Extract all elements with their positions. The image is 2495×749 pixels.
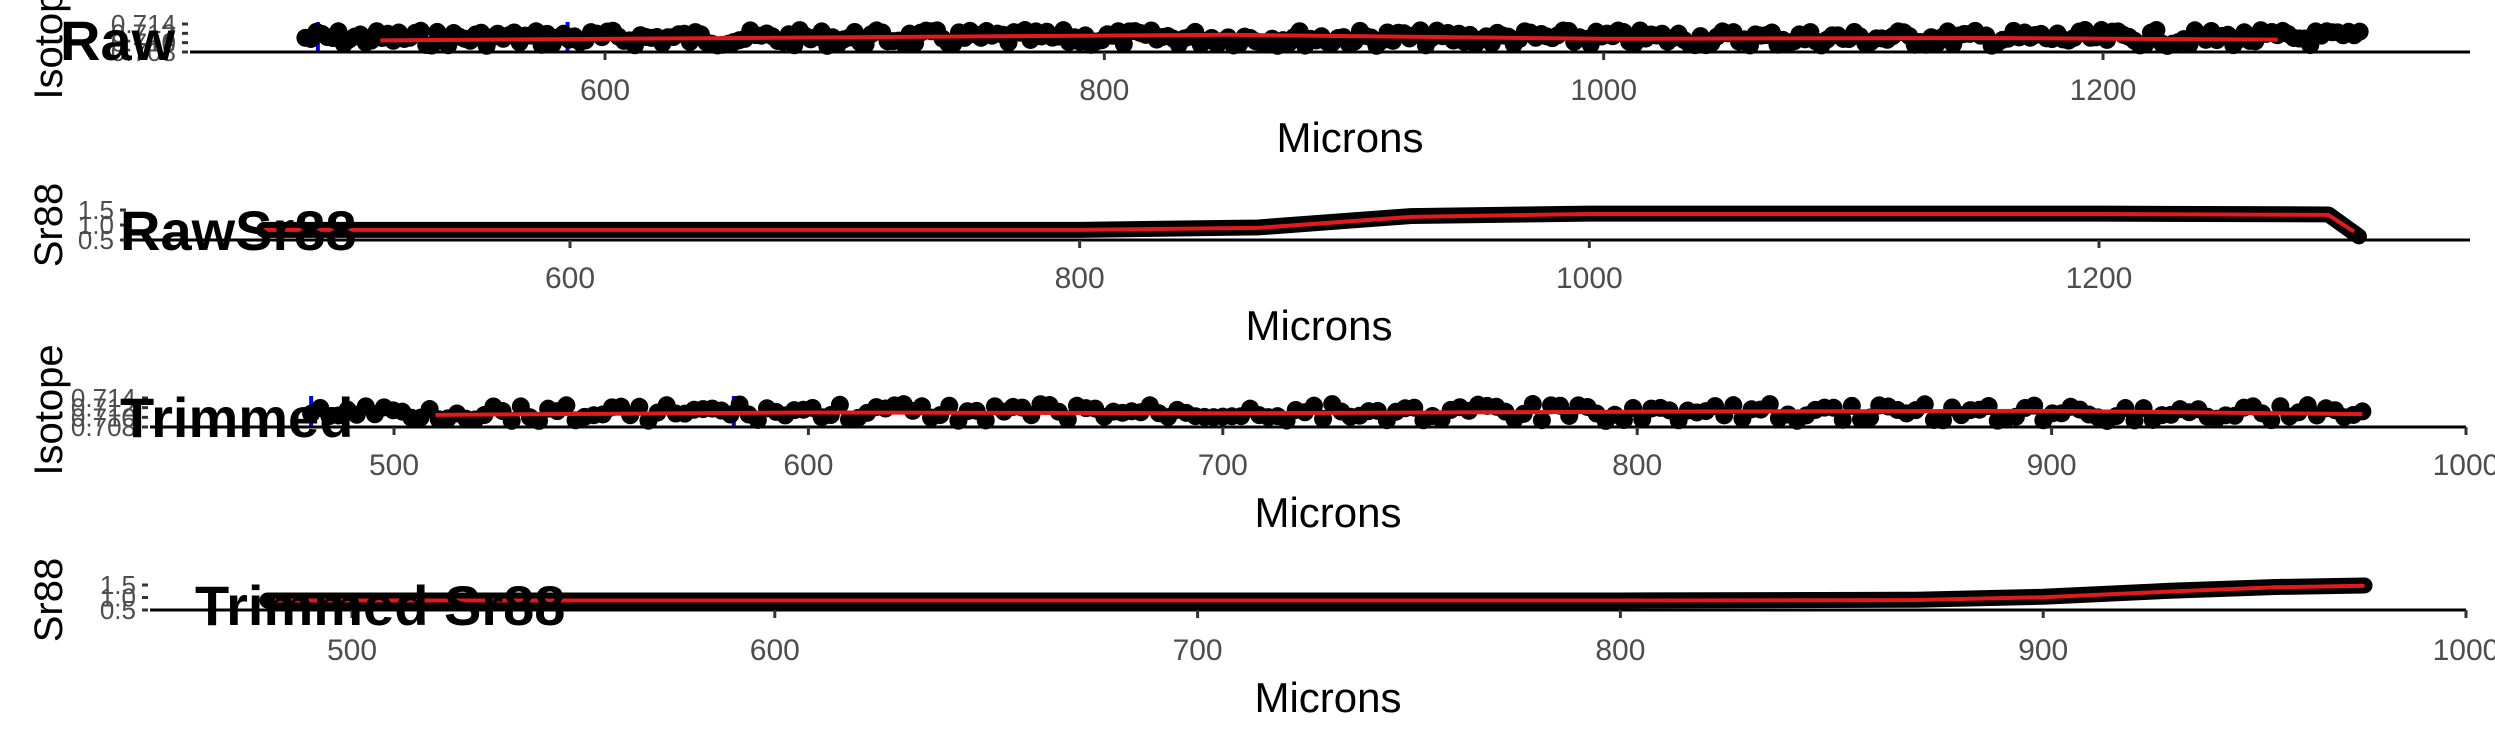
data-point: [1523, 395, 1542, 414]
data-point: [2353, 402, 2372, 421]
y-tick-label: 0.710: [111, 28, 176, 58]
x-tick-label: 700: [1173, 634, 1223, 667]
x-tick-label: 1000: [1570, 74, 1637, 107]
y-tick-label: 1.0: [100, 583, 136, 613]
data-point: [630, 397, 649, 416]
y-tick-label: 0.712: [71, 393, 136, 423]
y-tick-label: 0.710: [71, 402, 136, 432]
y-tick-label: 0.708: [71, 412, 136, 442]
x-tick-label: 1000: [2433, 634, 2495, 667]
x-axis-title: Microns: [1254, 674, 1401, 721]
data-point: [1833, 410, 1852, 429]
data-point: [1532, 411, 1551, 430]
data-point: [940, 396, 959, 415]
x-tick-label: 600: [545, 262, 595, 295]
x-tick-label: 600: [580, 74, 630, 107]
x-tick-label: 1200: [2070, 74, 2137, 107]
smooth-line: [435, 408, 2363, 417]
y-tick-label: 0.714: [111, 9, 176, 39]
y-tick-label: 0.708: [111, 37, 176, 67]
y-tick-label: 0.5: [78, 225, 114, 255]
data-point: [1915, 395, 1934, 414]
y-tick-label: 1.0: [78, 210, 114, 240]
panel-title: Trimmed: [120, 386, 353, 449]
smooth-line: [267, 583, 2365, 603]
data-point: [1760, 395, 1779, 414]
x-tick-label: 800: [1612, 449, 1662, 482]
chart-panel-4: 500 600 700 800 900 1000 1.51.00.5 Microns Sr88 T…: [27, 558, 2495, 721]
x-axis-title: Microns: [1245, 302, 1392, 349]
x-tick-label: 600: [750, 634, 800, 667]
x-axis-title: Microns: [1254, 489, 1401, 536]
x-tick-label: 700: [1198, 449, 1248, 482]
y-axis-title: Isotope: [27, 344, 71, 475]
chart-panel-2: 600 800 1000 1200 1.51.00.5 Microns Sr88 RawSr8…: [27, 183, 2470, 349]
y-tick-label: 0.714: [71, 383, 136, 413]
y-axis-title: Sr88: [27, 183, 71, 268]
data-point: [830, 395, 849, 414]
data-points: [302, 395, 2372, 430]
x-tick-label: 500: [327, 634, 377, 667]
y-tick-label: 1.5: [100, 570, 136, 600]
x-tick-label: 900: [2018, 634, 2068, 667]
data-point: [557, 396, 576, 415]
data-point: [1934, 411, 1953, 430]
data-point: [1304, 396, 1323, 415]
smooth-line: [380, 32, 2278, 43]
x-axis-title: Microns: [1276, 114, 1423, 161]
x-tick-label: 800: [1595, 634, 1645, 667]
data-point: [976, 411, 995, 430]
x-tick-label: 800: [1079, 74, 1129, 107]
data-point: [2125, 411, 2144, 430]
x-tick-label: 1200: [2066, 262, 2133, 295]
panel-title: Raw: [60, 9, 176, 72]
x-tick-label: 500: [369, 449, 419, 482]
data-point: [411, 21, 430, 40]
smooth-line: [264, 211, 2355, 234]
x-tick-label: 1000: [2433, 449, 2495, 482]
y-tick-label: 0.5: [100, 595, 136, 625]
x-tick-label: 800: [1055, 262, 1105, 295]
panel-title: Trimmed Sr88: [195, 574, 565, 637]
data-point: [2262, 411, 2281, 430]
y-tick-label: 0.712: [111, 18, 176, 48]
y-tick-label: 1.5: [78, 195, 114, 225]
x-tick-label: 1000: [1556, 262, 1623, 295]
y-axis-title: Sr88: [27, 558, 71, 643]
data-point: [2350, 22, 2369, 41]
panel-title: RawSr88: [120, 199, 357, 262]
x-tick-label: 900: [2027, 449, 2077, 482]
x-tick-label: 600: [783, 449, 833, 482]
y-axis-title: Isotope: [27, 0, 71, 100]
data-point: [2357, 578, 2372, 593]
